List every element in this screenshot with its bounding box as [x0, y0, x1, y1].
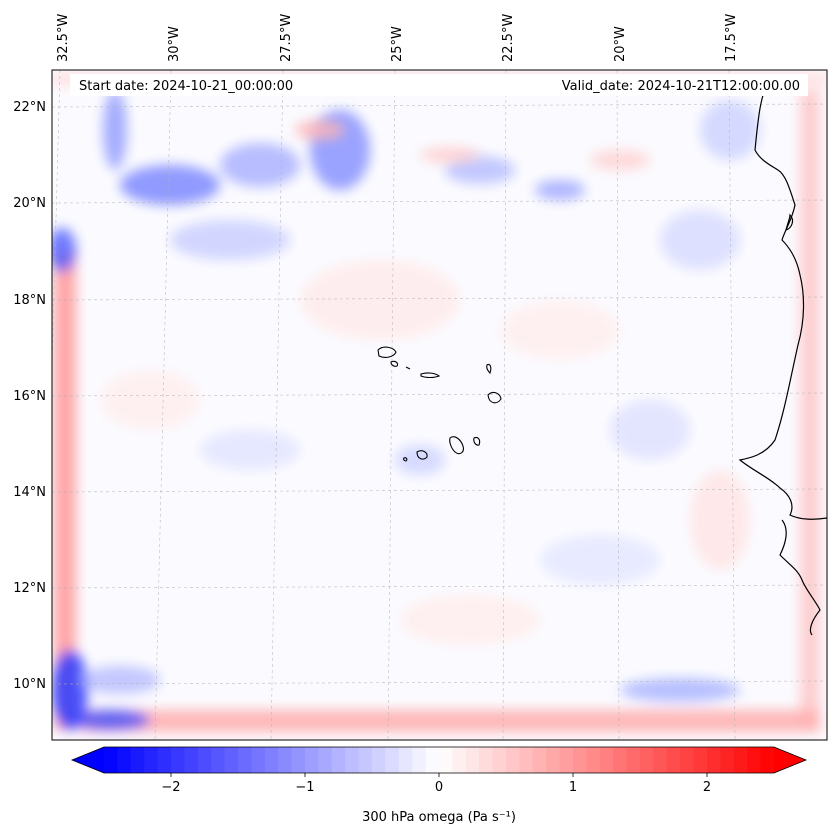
- colorbar-tick-label: 2: [703, 780, 711, 795]
- lon-label: 30°W: [167, 26, 182, 62]
- colorbar-cell: [331, 747, 346, 773]
- island-santiago: [449, 436, 464, 455]
- colorbar-cell: [707, 747, 721, 773]
- colorbar-cell: [224, 747, 239, 773]
- colorbar-cell: [130, 747, 145, 773]
- colorbar-cell: [425, 747, 440, 773]
- island-maio: [473, 436, 481, 446]
- island-sao-nicolau: [420, 372, 441, 379]
- colorbar-cell: [479, 747, 494, 773]
- map-frame: [51, 69, 828, 741]
- colorbar-cell: [117, 747, 132, 773]
- colorbar-label: 300 hPa omega (Pa s⁻¹): [362, 810, 516, 825]
- longitude-labels: 32.5°W 30°W 27.5°W 25°W 22.5°W 20°W 17.5…: [56, 14, 739, 62]
- colorbar-max-extension: [774, 747, 806, 773]
- colorbar-cell: [211, 747, 226, 773]
- island-sal: [486, 363, 492, 375]
- lon-label: 20°W: [613, 26, 628, 62]
- omega-field: [52, 70, 827, 740]
- colorbar-cell: [626, 747, 641, 773]
- start-date-label: Start date: 2024-10-21_00:00:00: [79, 79, 293, 94]
- colorbar-cell: [519, 747, 534, 773]
- lat-label: 14°N: [13, 485, 46, 500]
- colorbar-cell: [372, 747, 386, 773]
- colorbar-cell: [104, 747, 118, 773]
- colorbar-tick-label: 1: [569, 780, 577, 795]
- colorbar-cell: [465, 747, 480, 773]
- island-fogo: [416, 450, 428, 460]
- lat-label: 18°N: [13, 293, 46, 308]
- colorbar-cell: [492, 747, 507, 773]
- colorbar-cell: [532, 747, 547, 773]
- colorbar-cell: [666, 747, 681, 773]
- colorbar-cell: [653, 747, 668, 773]
- colorbar: −2 −1 0 1 2 300 hPa omega (Pa s⁻¹): [70, 746, 808, 825]
- colorbar-tick-label: −2: [161, 780, 180, 795]
- gridlines: [52, 70, 827, 740]
- colorbar-cell: [251, 747, 266, 773]
- colorbar-cell: [305, 747, 319, 773]
- colorbar-cell: [144, 747, 159, 773]
- lon-label: 27.5°W: [279, 14, 294, 62]
- colorbar-cell: [398, 747, 413, 773]
- colorbar-cell: [613, 747, 628, 773]
- colorbar-cell: [586, 747, 601, 773]
- island-sao-vicente: [390, 360, 399, 367]
- colorbar-cell: [680, 747, 695, 773]
- colorbar-cell: [733, 747, 748, 773]
- lat-label: 10°N: [13, 677, 46, 692]
- colorbar-tick-label: 0: [435, 780, 443, 795]
- colorbar-cell: [693, 747, 708, 773]
- island-brava: [403, 457, 408, 462]
- colorbar-cell: [599, 747, 614, 773]
- colorbar-cell: [452, 747, 467, 773]
- colorbar-cells: [104, 747, 775, 773]
- colorbar-cell: [760, 747, 775, 773]
- cape-verde-islands: [377, 346, 502, 462]
- colorbar-min-extension: [72, 747, 104, 773]
- colorbar-cell: [546, 747, 561, 773]
- colorbar-cell: [171, 747, 185, 773]
- colorbar-cell: [318, 747, 333, 773]
- colorbar-cell: [559, 747, 574, 773]
- colorbar-cell: [747, 747, 762, 773]
- colorbar-cell: [345, 747, 360, 773]
- colorbar-cell: [385, 747, 400, 773]
- lat-label: 20°N: [13, 196, 46, 211]
- lon-label: 32.5°W: [56, 14, 71, 62]
- colorbar-cell: [573, 747, 587, 773]
- coastline-africa: [738, 77, 827, 636]
- lat-label: 16°N: [13, 389, 46, 404]
- colorbar-cell: [264, 747, 279, 773]
- colorbar-cell: [412, 747, 427, 773]
- island-boa-vista: [487, 391, 502, 404]
- colorbar-cell: [291, 747, 306, 773]
- lon-label: 22.5°W: [501, 14, 516, 62]
- lon-label: 17.5°W: [724, 14, 739, 62]
- colorbar-cell: [197, 747, 212, 773]
- colorbar-ticks: −2 −1 0 1 2: [161, 773, 711, 795]
- colorbar-cell: [358, 747, 373, 773]
- colorbar-tick-label: −1: [295, 780, 314, 795]
- island-santa-luzia: [405, 366, 411, 370]
- colorbar-cell: [238, 747, 252, 773]
- valid-date-label: Valid_date: 2024-10-21T12:00:00.00: [562, 79, 800, 94]
- island-santo-antao: [377, 346, 397, 358]
- colorbar-cell: [720, 747, 735, 773]
- colorbar-cell: [184, 747, 199, 773]
- lat-label: 12°N: [13, 581, 46, 596]
- lat-label: 22°N: [13, 100, 46, 115]
- header-band: [70, 74, 808, 96]
- colorbar-cell: [506, 747, 520, 773]
- colorbar-cell: [278, 747, 293, 773]
- colorbar-cell: [640, 747, 654, 773]
- colorbar-cell: [157, 747, 172, 773]
- lon-label: 25°W: [390, 26, 405, 62]
- latitude-labels: 22°N 20°N 18°N 16°N 14°N 12°N 10°N: [13, 100, 46, 692]
- colorbar-cell: [439, 747, 453, 773]
- colorbar-outline: [70, 746, 808, 774]
